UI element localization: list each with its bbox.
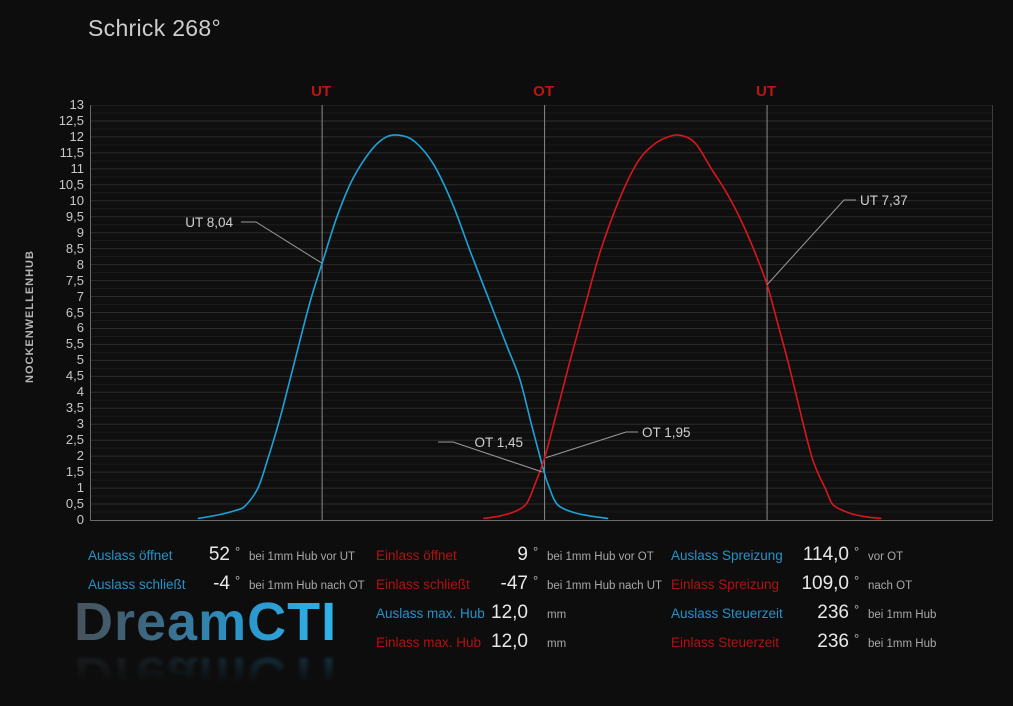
- y-tick-label: 0: [76, 512, 84, 527]
- spec-label: Einlass Steuerzeit: [671, 635, 780, 650]
- degree-symbol: °: [533, 544, 539, 559]
- y-tick-label: 6: [76, 320, 84, 336]
- spec-row: Auslass Steuerzeit 236 ° bei 1mm Hub: [671, 602, 936, 631]
- spec-unit: vor OT: [868, 551, 904, 563]
- spec-row: Einlass schließt -47 ° bei 1mm Hub nach UT: [376, 573, 662, 602]
- spec-unit: bei 1mm Hub vor OT: [547, 551, 654, 563]
- spec-value: 52: [208, 544, 230, 565]
- spec-label: Auslass Spreizung: [671, 548, 783, 563]
- spec-unit: bei 1mm Hub: [868, 638, 937, 650]
- spec-value: 114,0: [802, 544, 849, 565]
- y-tick-label: 9: [76, 224, 84, 240]
- x-marker-label-ut-0: UT: [311, 83, 332, 100]
- y-tick-label: 7: [76, 288, 84, 304]
- watermark-logo-reflection: DreamCTI: [74, 646, 338, 706]
- spec-unit: bei 1mm Hub: [868, 609, 937, 621]
- y-tick-label: 9,5: [65, 208, 84, 224]
- cam-lift-chart: UT 8,04 OT 1,45 OT 1,95 UT 7,37: [91, 105, 992, 520]
- spec-unit: bei 1mm Hub nach UT: [547, 580, 663, 592]
- watermark-logo: DreamCTI: [74, 592, 338, 652]
- x-marker-label-ot-1: OT: [533, 83, 554, 100]
- degree-symbol: °: [854, 573, 860, 588]
- degree-symbol: °: [854, 544, 860, 559]
- annotation-leader-line: [438, 441, 543, 473]
- spec-value: 9: [517, 544, 528, 565]
- y-tick-label: 11,5: [59, 144, 84, 160]
- y-tick-label: 0,5: [65, 496, 84, 512]
- spec-row: Auslass Spreizung 114,0 ° vor OT: [671, 544, 936, 573]
- spec-row: Einlass öffnet 9 ° bei 1mm Hub vor OT: [376, 544, 662, 573]
- spec-value: -4: [213, 573, 230, 594]
- auslass-curve: [197, 134, 609, 520]
- y-tick-label: 7,5: [65, 272, 84, 288]
- y-tick-label: 4,5: [65, 368, 84, 384]
- y-tick-label: 1,5: [65, 464, 84, 480]
- spec-group-3: Auslass Spreizung 114,0 ° vor OT Einlass Spr…: [671, 544, 936, 660]
- spec-unit: nach OT: [868, 580, 913, 592]
- annotation-leader-line: [766, 199, 856, 286]
- x-marker-label-ut-2: UT: [756, 83, 777, 100]
- annotation-label: UT 8,04: [185, 215, 233, 230]
- spec-group-2: Einlass öffnet 9 ° bei 1mm Hub vor OT Einlas…: [376, 544, 662, 660]
- spec-value: 12,0: [491, 602, 528, 623]
- y-tick-label: 13: [69, 97, 84, 112]
- page-title: Schrick 268°: [88, 15, 221, 41]
- spec-value: 236: [817, 602, 849, 623]
- degree-symbol: °: [533, 573, 539, 588]
- annotation-label: OT 1,95: [642, 425, 691, 440]
- page-root: { "title": "Schrick 268°", "watermark": …: [24, 15, 993, 706]
- annotation-label: UT 7,37: [860, 193, 908, 208]
- spec-row: Auslass schließt -4 ° bei 1mm Hub nach OT: [88, 573, 365, 602]
- y-tick-label: 12,5: [58, 112, 84, 128]
- y-tick-label: 3: [76, 416, 84, 432]
- spec-label: Auslass max. Hub: [376, 606, 485, 621]
- y-tick-label: 1: [76, 480, 84, 496]
- spec-row: Einlass Spreizung 109,0 ° nach OT: [671, 573, 936, 602]
- spec-group-1: Auslass öffnet 52 ° bei 1mm Hub vor UT Ausla…: [88, 544, 365, 602]
- y-tick-label: 4: [76, 384, 84, 400]
- degree-symbol: °: [235, 573, 241, 588]
- degree-symbol: °: [854, 602, 860, 617]
- degree-symbol: °: [854, 631, 860, 646]
- spec-label: Einlass max. Hub: [376, 635, 482, 650]
- y-tick-label: 10,5: [58, 176, 84, 192]
- spec-label: Auslass öffnet: [88, 548, 173, 563]
- spec-label: Auslass schließt: [88, 577, 186, 592]
- y-tick-label: 12: [69, 128, 84, 144]
- y-tick-label: 2,5: [65, 432, 84, 448]
- degree-symbol: °: [235, 544, 241, 559]
- spec-value: -47: [500, 573, 528, 594]
- y-tick-label: 6,5: [65, 304, 84, 320]
- annotation-leader-line: [545, 431, 638, 459]
- spec-label: Auslass Steuerzeit: [671, 606, 783, 621]
- spec-label: Einlass öffnet: [376, 548, 457, 563]
- spec-unit: bei 1mm Hub vor UT: [249, 551, 356, 563]
- annotation-label: OT 1,45: [474, 435, 523, 450]
- y-tick-label: 5,5: [65, 336, 84, 352]
- spec-unit: mm: [547, 638, 567, 650]
- y-tick-label: 2: [76, 448, 84, 464]
- y-tick-label: 11: [70, 160, 85, 176]
- y-tick-label: 5: [76, 352, 84, 368]
- y-tick-label: 10: [69, 192, 84, 208]
- spec-value: 109,0: [801, 573, 849, 594]
- spec-label: Einlass Spreizung: [671, 577, 780, 592]
- spec-unit: mm: [547, 609, 567, 621]
- y-tick-label: 8,5: [65, 240, 84, 256]
- y-tick-label: 8: [76, 256, 84, 272]
- plot-area: UT 8,04 OT 1,45 OT 1,95 UT 7,37: [90, 105, 993, 521]
- spec-row: Einlass Steuerzeit 236 ° bei 1mm Hub: [671, 631, 936, 660]
- spec-value: 12,0: [491, 631, 528, 652]
- y-tick-label: 3,5: [65, 400, 84, 416]
- spec-value: 236: [817, 631, 849, 652]
- annotation-leader-line: [241, 221, 323, 264]
- einlass-curve: [483, 134, 882, 520]
- spec-unit: bei 1mm Hub nach OT: [249, 580, 365, 592]
- spec-row: Auslass öffnet 52 ° bei 1mm Hub vor UT: [88, 544, 365, 573]
- spec-label: Einlass schließt: [376, 577, 470, 592]
